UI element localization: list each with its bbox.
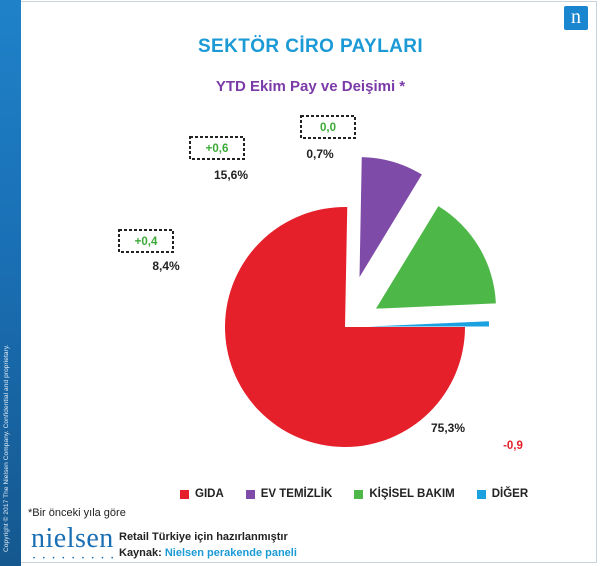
legend-swatch-diger: [476, 489, 486, 499]
legend-swatch-gida: [180, 489, 189, 499]
legend-label-kisisel-bakim: KİŞİSEL BAKIM: [369, 488, 455, 500]
chart-title: SEKTÖR CİRO PAYLARI: [197, 36, 424, 57]
legend-swatch-ev-temizlik: [245, 489, 255, 499]
legend-item-gida: GIDA: [180, 488, 224, 500]
legend-item-diger: DİĞER: [476, 488, 529, 500]
footer-source: Kaynak: Nielsen perakende paneli: [119, 547, 297, 559]
value-label-kisisel-bakim: 15,6%: [214, 168, 248, 182]
legend-label-diger: DİĞER: [491, 488, 529, 500]
legend-swatch-kisisel-bakim: [354, 489, 364, 499]
value-label-diger: 0,7%: [306, 147, 334, 161]
legend-label-ev-temizlik: EV TEMİZLİK: [260, 488, 333, 500]
change-label-kisisel-bakim: +0,6: [206, 143, 229, 155]
copyright-strip: Copyright © 2017 The Nielsen Company. Co…: [0, 0, 21, 566]
footer-source-label: Kaynak:: [119, 547, 162, 559]
legend-item-ev-temizlik: EV TEMİZLİK: [245, 488, 333, 500]
pie-slice-diger: [368, 321, 489, 327]
footer-source-value: Nielsen perakende paneli: [164, 547, 297, 559]
change-label-gida: -0,9: [503, 440, 523, 452]
value-label-ev-temizlik: 8,4%: [152, 259, 180, 273]
nielsen-logo-icon: n: [564, 6, 588, 30]
change-label-diger: 0,0: [320, 122, 336, 134]
nielsen-wordmark: nielsen: [31, 523, 114, 554]
nielsen-dots: • • • • • • • • •: [33, 556, 117, 562]
legend-label-gida: GIDA: [195, 488, 224, 500]
pie-slice-ev-temizlik: [359, 157, 422, 278]
pie-slice-gida: [225, 207, 465, 447]
change-box-kisisel-bakim: [189, 136, 245, 160]
legend: GIDA EV TEMİZLİK KİŞİSEL BAKIM DİĞER: [180, 488, 528, 500]
change-label-ev-temizlik: +0,4: [135, 236, 158, 248]
pie-slice-kisisel-bakim: [375, 206, 496, 309]
value-label-gida: 75,3%: [431, 421, 465, 435]
chart-subtitle: YTD Ekim Pay ve Deişimi *: [215, 78, 406, 95]
legend-item-kisisel-bakim: KİŞİSEL BAKIM: [354, 488, 455, 500]
footer-prepared-for: Retail Türkiye için hazırlanmıştır: [119, 531, 288, 543]
footnote: *Bir önceki yıla göre: [28, 507, 126, 519]
change-box-ev-temizlik: [118, 229, 174, 253]
change-box-diger: [300, 115, 356, 139]
